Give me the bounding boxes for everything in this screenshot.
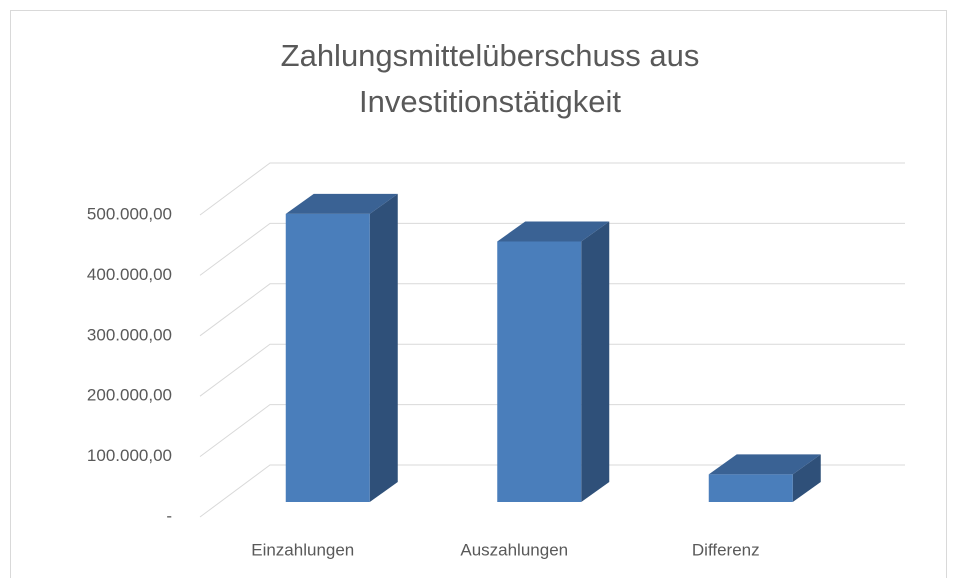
- bar-top: [708, 454, 821, 475]
- x-tick-label: Einzahlungen: [251, 540, 354, 559]
- x-tick-label: Differenz: [692, 540, 760, 559]
- bar: [497, 241, 582, 502]
- bar: [285, 213, 370, 502]
- x-tick-label: Auszahlungen: [460, 540, 568, 559]
- chart-title: Zahlungsmittelüberschuss aus Investition…: [280, 38, 700, 119]
- bar: [708, 474, 793, 502]
- bar-side: [792, 454, 821, 502]
- grid-line: [199, 464, 905, 518]
- chart-border: [10, 10, 947, 578]
- bar-top: [285, 193, 398, 214]
- grid-line: [199, 222, 905, 276]
- grid-line: [199, 404, 905, 458]
- bar-side: [581, 221, 610, 502]
- y-tick-label: 200.000,00: [87, 386, 172, 405]
- bar-side: [369, 193, 398, 502]
- y-tick-label: -: [166, 506, 172, 525]
- y-tick-label: 100.000,00: [87, 446, 172, 465]
- bar-top: [497, 221, 610, 242]
- grid-line: [199, 283, 905, 337]
- grid-line: [199, 343, 905, 397]
- grid-line: [199, 162, 905, 216]
- y-tick-label: 500.000,00: [87, 204, 172, 223]
- y-tick-label: 400.000,00: [87, 265, 172, 284]
- y-tick-label: 300.000,00: [87, 325, 172, 344]
